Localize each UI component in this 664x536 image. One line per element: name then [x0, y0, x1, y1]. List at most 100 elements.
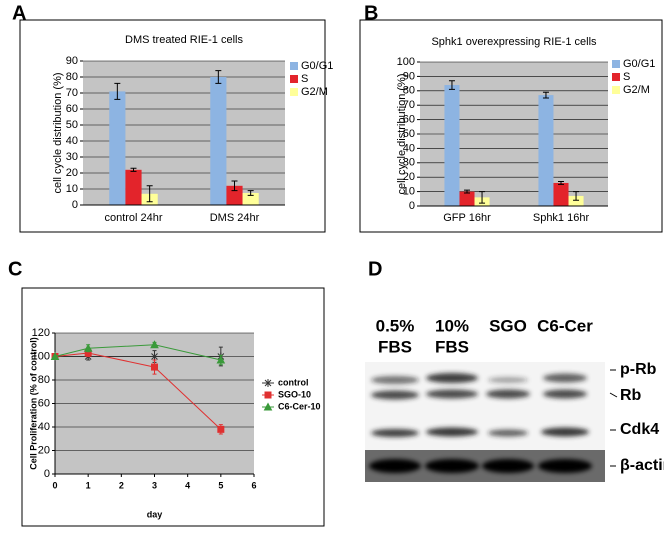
- legend-label: G2/M: [623, 84, 650, 96]
- error-bar: [146, 185, 153, 203]
- error-bar: [479, 191, 486, 204]
- legend-label: control: [278, 377, 309, 387]
- y-tick-label: 70: [66, 87, 78, 99]
- x-tick-label: 6: [251, 480, 256, 490]
- legend-swatch: [612, 86, 620, 94]
- error-bar: [542, 91, 549, 99]
- y-tick-label: 80: [403, 85, 415, 97]
- legend-label: S: [623, 71, 630, 83]
- y-tick-label: 30: [403, 157, 415, 169]
- marker: [264, 391, 272, 399]
- marker: [151, 352, 158, 361]
- x-tick-label: 5: [218, 480, 223, 490]
- x-tick-label: 3: [152, 480, 157, 490]
- legend-swatch: [612, 73, 620, 81]
- panel-label: D: [368, 258, 382, 280]
- y-tick-label: 70: [403, 99, 415, 111]
- series-line: [54, 344, 221, 361]
- y-tick-label: 10: [403, 186, 415, 198]
- panel-label: C: [8, 258, 22, 280]
- marker: [216, 355, 226, 364]
- legend-label: G2/M: [301, 86, 328, 98]
- y-tick-label: 20: [66, 167, 78, 179]
- y-tick-label: 0: [409, 200, 415, 212]
- error-bar: [114, 82, 121, 100]
- legend-label: G0/G1: [623, 58, 655, 70]
- band-label: Rb: [620, 387, 642, 404]
- band-label: β-actin: [620, 457, 664, 474]
- marker: [263, 402, 273, 411]
- lane-label: C6-Cer: [537, 316, 593, 335]
- y-tick-label: 40: [403, 142, 415, 154]
- y-tick-label: 50: [66, 119, 78, 131]
- x-tick-label: 4: [185, 480, 190, 490]
- error-bar: [231, 180, 238, 192]
- bar: [538, 95, 554, 206]
- y-tick-label: 20: [403, 171, 415, 183]
- x-axis-label: day: [147, 509, 163, 519]
- lane-label: 10%: [435, 316, 469, 335]
- lane-label: FBS: [378, 337, 412, 356]
- y-tick-label: 60: [403, 114, 415, 126]
- legend-label: SGO-10: [278, 389, 311, 399]
- bar: [226, 185, 243, 205]
- marker: [150, 340, 159, 349]
- y-tick-label: 40: [66, 135, 78, 147]
- y-tick-label: 0: [72, 199, 78, 211]
- bar: [568, 195, 584, 206]
- y-tick-label: 60: [38, 397, 50, 409]
- error-bar: [448, 80, 455, 90]
- bar: [553, 182, 569, 206]
- chart-title: Sphk1 overexpressing RIE-1 cells: [431, 36, 597, 48]
- y-tick-label: 90: [403, 70, 415, 82]
- x-tick-label: 1: [86, 480, 91, 490]
- error-bar: [130, 167, 137, 172]
- error-bar: [247, 190, 254, 196]
- marker: [50, 351, 60, 360]
- y-tick-label: 120: [32, 327, 50, 339]
- marker: [264, 379, 272, 387]
- legend-swatch: [290, 75, 298, 83]
- y-tick-label: 100: [397, 56, 415, 68]
- bar: [242, 193, 259, 205]
- lane-label: FBS: [435, 337, 469, 356]
- legend-label: S: [301, 73, 308, 85]
- y-tick-label: 80: [66, 71, 78, 83]
- legend-label: C6-Cer-10: [278, 401, 321, 411]
- panel-label: A: [12, 2, 26, 24]
- bar: [109, 91, 126, 205]
- y-tick-label: 50: [403, 128, 415, 140]
- y-tick-label: 0: [44, 468, 50, 480]
- y-axis-label: cell cycle distribution (%): [396, 73, 408, 194]
- bar: [444, 85, 460, 206]
- y-tick-label: 60: [66, 103, 78, 115]
- series-line: [54, 352, 222, 430]
- lane-label: 0.5%: [376, 316, 415, 335]
- legend-swatch: [290, 62, 298, 70]
- y-tick-label: 90: [66, 55, 78, 67]
- error-bar: [558, 181, 564, 185]
- legend-label: G0/G1: [301, 60, 333, 72]
- x-tick-label: GFP 16hr: [443, 212, 491, 224]
- y-tick-label: 40: [38, 421, 50, 433]
- marker: [217, 425, 225, 433]
- x-tick-label: Sphk1 16hr: [533, 212, 590, 224]
- legend-swatch: [612, 60, 620, 68]
- panel-label: B: [364, 2, 378, 24]
- y-axis-label: Cell Proliferation (% of control): [28, 337, 38, 470]
- y-tick-label: 80: [38, 374, 50, 386]
- bar: [125, 169, 142, 205]
- marker: [83, 343, 93, 352]
- error-bar: [215, 70, 222, 84]
- band-tick: [609, 392, 618, 398]
- y-tick-label: 30: [66, 151, 78, 163]
- blot: [365, 362, 618, 482]
- y-tick-label: 100: [32, 350, 50, 362]
- error-bar: [464, 189, 470, 194]
- band-label: Cdk4: [620, 421, 659, 438]
- y-tick-label: 20: [38, 444, 50, 456]
- band-label: p-Rb: [620, 361, 657, 378]
- bar: [210, 77, 227, 205]
- x-tick-label: 0: [52, 480, 57, 490]
